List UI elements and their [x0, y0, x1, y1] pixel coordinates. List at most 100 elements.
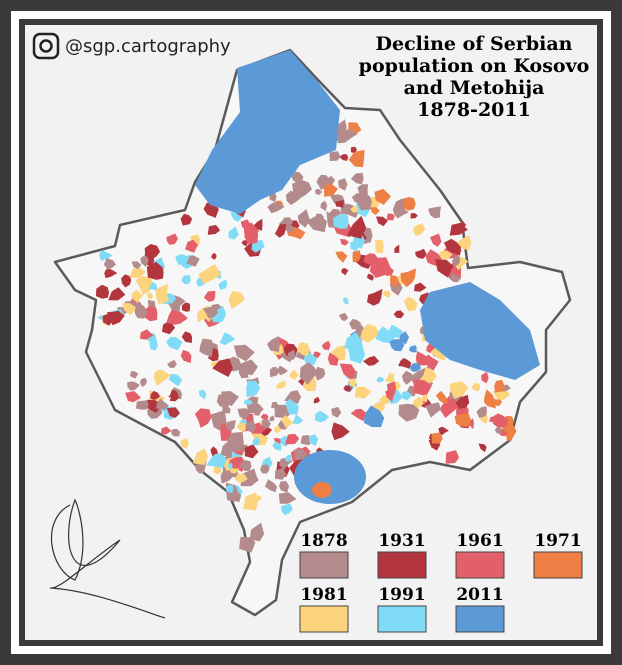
patch	[168, 389, 179, 398]
patch	[415, 248, 427, 259]
patch	[316, 213, 324, 222]
patch	[501, 423, 517, 439]
patch	[455, 394, 470, 409]
legend-label: 1981	[300, 585, 347, 605]
patch	[449, 273, 461, 283]
patch	[376, 216, 388, 227]
title-line: 1878-2011	[417, 99, 531, 121]
patch	[320, 200, 328, 212]
patch	[146, 292, 153, 299]
patch	[313, 396, 320, 404]
patch	[494, 379, 505, 393]
patch	[239, 536, 256, 553]
patch	[321, 340, 331, 351]
patch	[441, 404, 448, 413]
legend-swatch	[299, 551, 349, 579]
patch	[363, 405, 385, 428]
patch	[279, 481, 290, 493]
region-2011-south	[294, 450, 366, 504]
patch	[323, 182, 338, 197]
patch	[327, 352, 339, 366]
patch	[329, 151, 341, 161]
patch	[261, 419, 271, 429]
patch	[401, 391, 413, 401]
patch	[347, 215, 367, 239]
patch	[489, 397, 496, 403]
patch	[312, 482, 332, 498]
legend-swatch	[455, 551, 505, 579]
patch	[244, 444, 259, 459]
patch	[431, 432, 443, 444]
legend-label: 1971	[534, 531, 581, 551]
patch	[339, 154, 349, 161]
patch	[369, 257, 391, 278]
patch	[435, 259, 454, 278]
patch	[389, 274, 399, 288]
patch	[275, 468, 287, 480]
patch	[370, 207, 380, 215]
patch	[135, 275, 154, 296]
patch	[421, 394, 428, 403]
patch	[251, 240, 265, 253]
patch	[284, 225, 295, 233]
patch	[285, 190, 301, 205]
patch	[252, 437, 261, 446]
patch	[295, 448, 306, 457]
patch	[180, 213, 193, 226]
patch	[108, 287, 126, 301]
legend-swatch	[455, 605, 505, 633]
patch	[225, 484, 234, 493]
patch	[206, 453, 228, 469]
patch	[285, 433, 300, 445]
patch	[278, 492, 297, 504]
patch	[238, 363, 249, 379]
patch	[410, 213, 418, 219]
patch	[227, 462, 233, 470]
patch	[211, 303, 222, 311]
patch	[148, 282, 158, 292]
patch	[235, 473, 248, 483]
patch	[140, 329, 154, 340]
patch	[131, 289, 143, 303]
patch	[350, 206, 359, 213]
signature	[49, 498, 166, 619]
patch	[102, 313, 115, 326]
patch	[382, 290, 391, 298]
patch	[175, 254, 188, 266]
patch	[314, 410, 330, 423]
patch	[343, 385, 352, 392]
legend-label: 1878	[300, 531, 347, 551]
patch	[121, 303, 138, 316]
patch	[420, 367, 437, 385]
patch	[251, 430, 269, 446]
patch	[478, 443, 487, 453]
patch	[233, 344, 255, 362]
patch	[220, 470, 234, 484]
legend-label: 1931	[378, 531, 425, 551]
patch	[492, 413, 509, 428]
patch	[363, 356, 380, 366]
patch	[269, 415, 275, 422]
patch	[389, 339, 405, 352]
patch	[331, 406, 342, 418]
patch	[376, 376, 385, 383]
patch	[375, 239, 384, 253]
patch	[269, 366, 279, 378]
patch	[274, 224, 287, 238]
patch	[443, 238, 461, 256]
title-line: Decline of Serbian	[376, 33, 573, 55]
patch	[190, 234, 201, 248]
patch	[222, 405, 231, 414]
patch	[399, 331, 410, 345]
patch	[333, 213, 349, 229]
patch	[410, 363, 422, 372]
patch	[243, 492, 259, 511]
patch	[415, 351, 429, 366]
title-line: population on Kosovo	[359, 55, 590, 77]
patch	[341, 129, 358, 141]
patch	[219, 332, 236, 346]
patch	[211, 252, 217, 260]
patch	[313, 351, 321, 359]
patch	[398, 403, 420, 422]
patch	[350, 408, 367, 422]
